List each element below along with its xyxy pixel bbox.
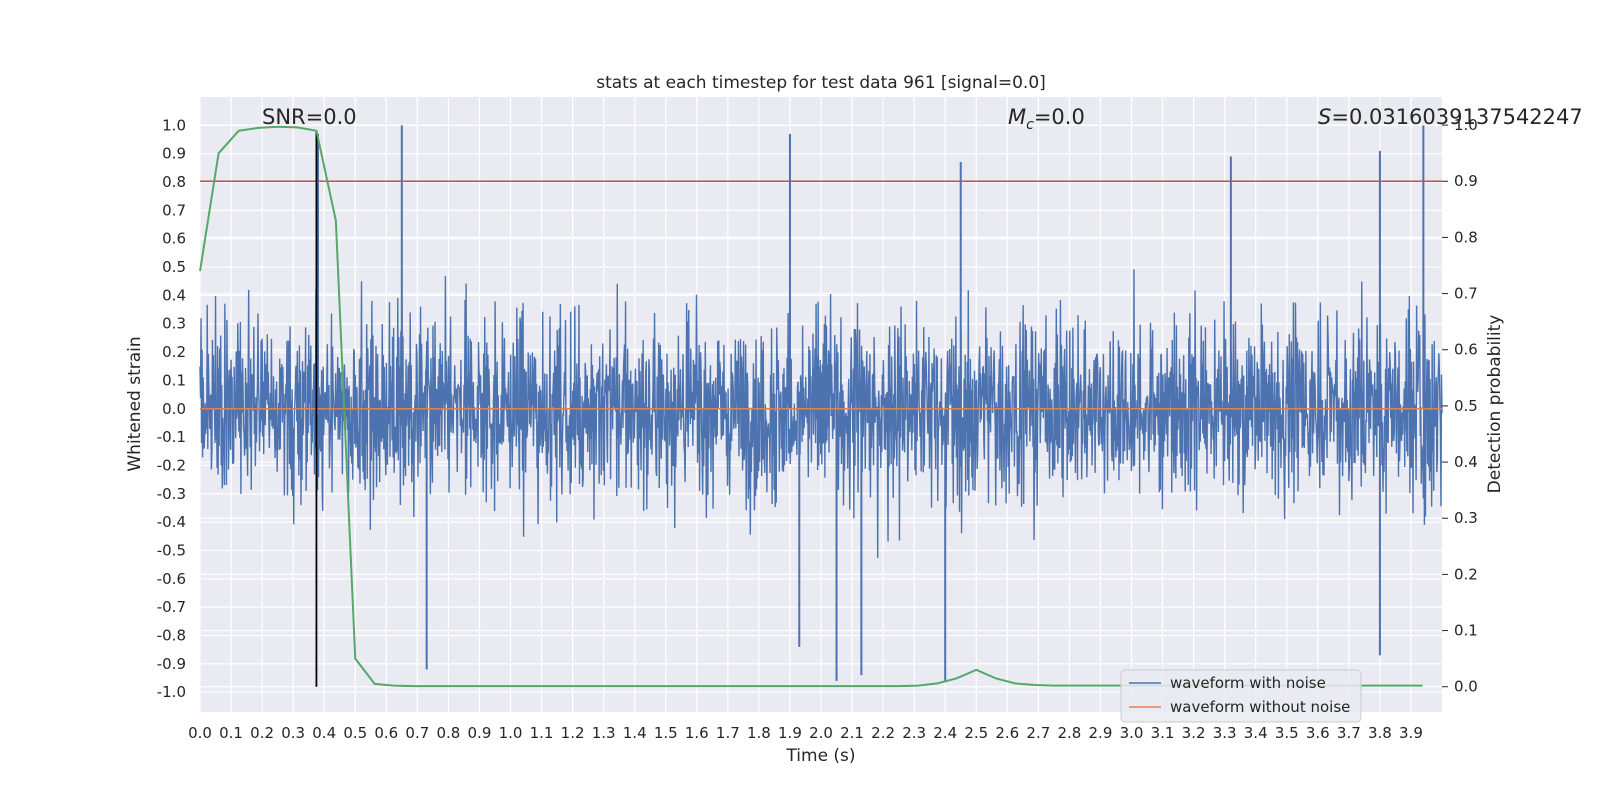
y-tick-label: 0.4 bbox=[162, 286, 186, 304]
y-tick-label: -0.2 bbox=[157, 456, 186, 474]
x-axis-label: Time (s) bbox=[785, 746, 855, 766]
tick-labels: 0.0 0.1 0.2 0.3 0.4 0.5 0.6 0.7 0.8 0.9 1.0 1.1 1.2 1… bbox=[157, 116, 1478, 742]
y-tick-label: -0.7 bbox=[157, 598, 186, 616]
x-tick-label: 0.7 bbox=[405, 724, 429, 742]
x-tick-label: 2.0 bbox=[809, 724, 833, 742]
x-tick-label: 3.1 bbox=[1151, 724, 1175, 742]
y-tick-label: 1.0 bbox=[162, 116, 186, 134]
x-tick-label: 0.2 bbox=[250, 724, 274, 742]
y-tick-label: -0.3 bbox=[157, 485, 186, 503]
series-waveform-with-noise bbox=[199, 269, 1443, 558]
s-annotation: S=0.0316039137542247 bbox=[1318, 105, 1583, 129]
x-tick-label: 2.5 bbox=[964, 724, 988, 742]
s-symbol: S bbox=[1318, 105, 1331, 129]
x-tick-label: 1.2 bbox=[561, 724, 585, 742]
y-tick-label: 0.5 bbox=[162, 258, 186, 276]
x-tick-label: 1.0 bbox=[499, 724, 523, 742]
y-tick-label: 0.3 bbox=[162, 315, 186, 333]
x-tick-label: 2.6 bbox=[995, 724, 1019, 742]
y2-tick-label: 0.1 bbox=[1454, 622, 1478, 640]
x-tick-label: 1.4 bbox=[623, 724, 647, 742]
y-tick-label: 0.9 bbox=[162, 145, 186, 163]
y-tick-label: 0.1 bbox=[162, 371, 186, 389]
data-layer bbox=[199, 125, 1443, 688]
x-tick-label: 1.8 bbox=[747, 724, 771, 742]
y-tick-label: -0.9 bbox=[157, 655, 186, 673]
x-tick-label: 3.5 bbox=[1275, 724, 1299, 742]
legend-label-with-noise: waveform with noise bbox=[1170, 674, 1326, 692]
s-value: =0.0316039137542247 bbox=[1331, 105, 1582, 129]
x-tick-label: 0.9 bbox=[468, 724, 492, 742]
x-tick-label: 2.9 bbox=[1089, 724, 1113, 742]
y-tick-label: 0.8 bbox=[162, 173, 186, 191]
y2-axis-label: Detection probability bbox=[1485, 315, 1505, 494]
y-tick-label: -0.1 bbox=[157, 428, 186, 446]
y2-tick-label: 0.7 bbox=[1454, 285, 1478, 303]
y-tick-label: 0.6 bbox=[162, 230, 186, 248]
x-tick-label: 1.9 bbox=[778, 724, 802, 742]
y-tick-label: 0.0 bbox=[162, 400, 186, 418]
x-tick-label: 2.2 bbox=[871, 724, 895, 742]
chart-title: stats at each timestep for test data 961… bbox=[596, 73, 1046, 93]
mc-value: =0.0 bbox=[1034, 105, 1085, 129]
x-tick-label: 2.4 bbox=[933, 724, 957, 742]
mc-annotation: Mc=0.0 bbox=[1008, 105, 1085, 133]
y2-tick-label: 0.0 bbox=[1454, 678, 1478, 696]
y2-tick-label: 0.9 bbox=[1454, 172, 1478, 190]
x-tick-label: 0.8 bbox=[436, 724, 460, 742]
x-tick-label: 3.7 bbox=[1337, 724, 1361, 742]
legend: waveform with noise waveform without noi… bbox=[1120, 669, 1362, 723]
x-tick-label: 1.5 bbox=[654, 724, 678, 742]
x-tick-label: 0.1 bbox=[219, 724, 243, 742]
x-tick-label: 3.9 bbox=[1399, 724, 1423, 742]
x-tick-label: 1.6 bbox=[685, 724, 709, 742]
x-tick-label: 3.3 bbox=[1213, 724, 1237, 742]
x-tick-label: 1.3 bbox=[592, 724, 616, 742]
x-tick-label: 2.3 bbox=[902, 724, 926, 742]
x-tick-label: 0.6 bbox=[374, 724, 398, 742]
y2-tick-label: 0.4 bbox=[1454, 453, 1478, 471]
y-tick-label: 0.7 bbox=[162, 201, 186, 219]
x-tick-label: 0.4 bbox=[312, 724, 336, 742]
y-tick-label: -0.6 bbox=[157, 570, 186, 588]
mc-subscript: c bbox=[1026, 117, 1034, 133]
y2-tick-label: 1.0 bbox=[1454, 116, 1478, 134]
y2-tick-label: 0.5 bbox=[1454, 397, 1478, 415]
x-tick-label: 2.1 bbox=[840, 724, 864, 742]
x-tick-label: 2.7 bbox=[1026, 724, 1050, 742]
y-tick-label: -0.5 bbox=[157, 541, 186, 559]
series-detection-probability bbox=[199, 125, 1423, 688]
y2-tick-label: 0.3 bbox=[1454, 509, 1478, 527]
y2-tick-label: 0.8 bbox=[1454, 228, 1478, 246]
x-tick-label: 3.0 bbox=[1120, 724, 1144, 742]
y-tick-label: 0.2 bbox=[162, 343, 186, 361]
x-tick-label: 2.8 bbox=[1057, 724, 1081, 742]
x-tick-label: 3.6 bbox=[1306, 724, 1330, 742]
y-axis-label: Whitened strain bbox=[125, 336, 145, 471]
x-tick-label: 3.2 bbox=[1182, 724, 1206, 742]
x-tick-label: 3.4 bbox=[1244, 724, 1268, 742]
mc-symbol: M bbox=[1008, 105, 1026, 129]
legend-box bbox=[1120, 669, 1362, 723]
y2-tick-label: 0.2 bbox=[1454, 565, 1478, 583]
x-tick-label: 1.7 bbox=[716, 724, 740, 742]
x-tick-label: 0.0 bbox=[188, 724, 212, 742]
x-tick-label: 0.5 bbox=[343, 724, 367, 742]
x-tick-label: 3.8 bbox=[1368, 724, 1392, 742]
legend-label-without-noise: waveform without noise bbox=[1170, 698, 1350, 716]
x-tick-label: 0.3 bbox=[281, 724, 305, 742]
y2-tick-label: 0.6 bbox=[1454, 341, 1478, 359]
y-tick-label: -0.4 bbox=[157, 513, 186, 531]
snr-annotation: SNR=0.0 bbox=[262, 105, 357, 129]
y-tick-label: -1.0 bbox=[157, 683, 186, 701]
x-tick-label: 1.1 bbox=[530, 724, 554, 742]
y-tick-label: -0.8 bbox=[157, 626, 186, 644]
